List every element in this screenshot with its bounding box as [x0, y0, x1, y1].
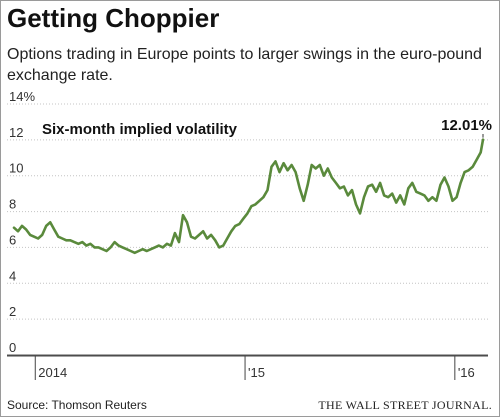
x-tick-label: 2014: [38, 365, 67, 380]
y-tick-label: 10: [9, 161, 23, 176]
y-tick-label: 4: [9, 268, 16, 283]
chart-subtitle: Options trading in Europe points to larg…: [7, 46, 482, 84]
y-tick-label: 12: [9, 125, 23, 140]
y-tick-label: 14%: [9, 89, 35, 104]
x-tick-label: '16: [458, 365, 475, 380]
y-tick-label: 6: [9, 232, 16, 247]
series-label: Six-month implied volatility: [42, 121, 238, 138]
source-note: Source: Thomson Reuters: [7, 398, 147, 412]
y-tick-label: 8: [9, 197, 16, 212]
y-tick-label: 2: [9, 304, 16, 319]
wsj-logo: THE WALL STREET JOURNAL.: [318, 398, 492, 412]
y-tick-label: 0: [9, 340, 16, 355]
end-value-label: 12.01%: [441, 117, 492, 134]
x-tick-label: '15: [248, 365, 265, 380]
chart-title: Getting Choppier: [7, 3, 220, 33]
series-line: [12, 138, 485, 255]
